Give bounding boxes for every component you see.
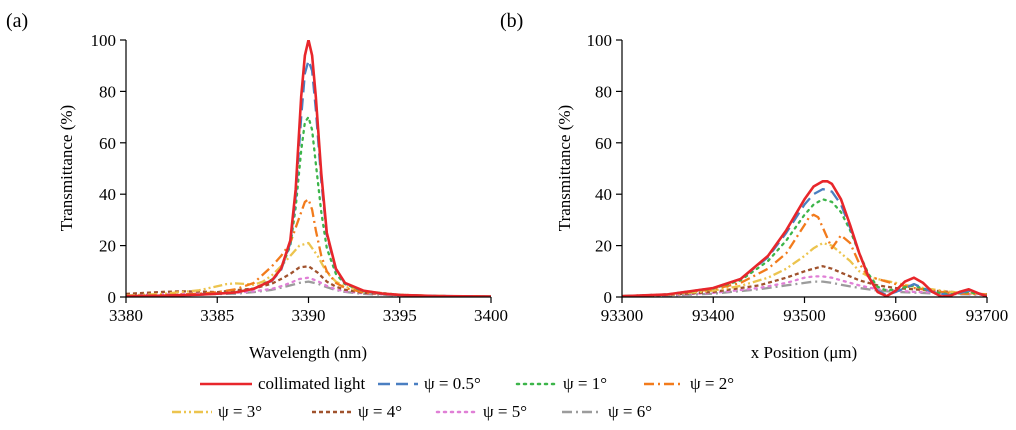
legend: collimated light ψ = 0.5° ψ = 1° ψ = 2° ψ = … xyxy=(172,374,734,421)
panel-label-a: (a) xyxy=(6,10,28,32)
series-group-a xyxy=(126,40,491,297)
series-line-a-1 xyxy=(126,115,491,297)
series-line-a-0-5 xyxy=(126,59,491,297)
y-tick-label-a: 100 xyxy=(91,31,117,50)
x-tick-label-a: 3390 xyxy=(292,306,326,325)
series-line-a-2 xyxy=(126,198,491,297)
y-axis-label-b: Transmittance (%) xyxy=(555,105,574,231)
x-tick-label-b: 93300 xyxy=(601,306,644,325)
y-tick-label-b: 100 xyxy=(587,31,613,50)
legend-label-1: ψ = 1° xyxy=(563,374,607,393)
y-tick-label-b: 20 xyxy=(595,237,612,256)
x-tick-label-b: 93700 xyxy=(966,306,1009,325)
legend-label-6: ψ = 6° xyxy=(608,402,652,421)
series-line-b-0-5 xyxy=(622,187,987,297)
legend-label-2: ψ = 2° xyxy=(690,374,734,393)
y-tick-label-a: 20 xyxy=(99,237,116,256)
legend-label-collimated-light: collimated light xyxy=(258,374,365,393)
panel-label-b: (b) xyxy=(500,10,523,32)
series-line-b-collimated-light xyxy=(622,180,987,297)
x-axis-label-a: Wavelength (nm) xyxy=(249,343,367,362)
x-axis-label-b: x Position (μm) xyxy=(751,343,857,362)
y-tick-label-a: 80 xyxy=(99,82,116,101)
series-line-b-2 xyxy=(622,213,987,297)
legend-label-5: ψ = 5° xyxy=(483,402,527,421)
chart-panel-a: (a) 3380 3385 3390 3395 3400 0 20 40 60 80 100 Tra… xyxy=(6,10,508,362)
series-group-b xyxy=(622,180,987,297)
y-tick-label-a: 0 xyxy=(108,288,117,307)
series-line-b-4 xyxy=(622,265,987,297)
y-tick-label-a: 40 xyxy=(99,185,116,204)
legend-label-3: ψ = 3° xyxy=(218,402,262,421)
x-tick-label-b: 93600 xyxy=(875,306,918,325)
legend-label-0-5: ψ = 0.5° xyxy=(424,374,481,393)
y-tick-label-b: 60 xyxy=(595,134,612,153)
ticks-a: 3380 3385 3390 3395 3400 0 20 40 60 80 100 xyxy=(91,31,509,325)
x-tick-label-a: 3400 xyxy=(474,306,508,325)
y-tick-label-b: 0 xyxy=(604,288,613,307)
x-tick-label-b: 93500 xyxy=(783,306,826,325)
ticks-b: 93300 93400 93500 93600 93700 0 20 40 60 80 100 xyxy=(587,31,1009,325)
x-tick-label-b: 93400 xyxy=(692,306,735,325)
y-tick-label-b: 80 xyxy=(595,82,612,101)
y-tick-label-b: 40 xyxy=(595,185,612,204)
x-tick-label-a: 3385 xyxy=(200,306,234,325)
series-line-b-3 xyxy=(622,241,987,297)
chart-panel-b: (b) 93300 93400 93500 93600 93700 0 20 40 60 80 10… xyxy=(500,10,1008,362)
y-axis-label-a: Transmittance (%) xyxy=(57,105,76,231)
y-tick-label-a: 60 xyxy=(99,134,116,153)
x-tick-label-a: 3395 xyxy=(383,306,417,325)
x-tick-label-a: 3380 xyxy=(109,306,143,325)
legend-label-4: ψ = 4° xyxy=(358,402,402,421)
series-line-b-1 xyxy=(622,198,987,297)
series-line-a-collimated-light xyxy=(126,40,491,297)
series-line-a-3 xyxy=(126,241,491,297)
